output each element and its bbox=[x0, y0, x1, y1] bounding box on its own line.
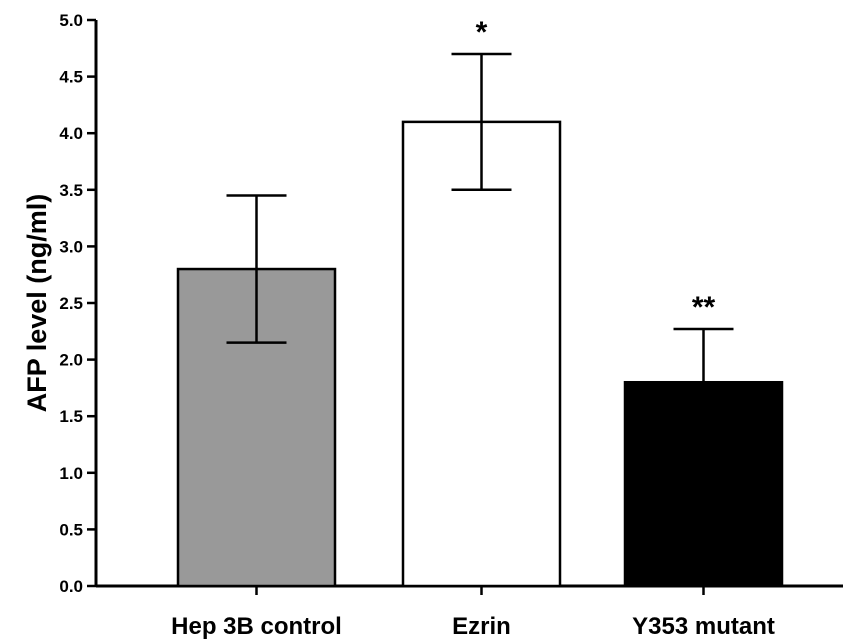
y-tick-label: 0.5 bbox=[59, 520, 83, 539]
significance-marker: ** bbox=[692, 291, 716, 324]
significance-marker: * bbox=[476, 16, 488, 49]
bar bbox=[176, 267, 337, 588]
bar bbox=[623, 380, 784, 588]
bar bbox=[401, 120, 562, 588]
y-tick-label: 3.5 bbox=[59, 181, 83, 200]
y-tick-label: 2.5 bbox=[59, 294, 83, 313]
y-tick-label: 1.5 bbox=[59, 407, 83, 426]
bars bbox=[176, 52, 784, 588]
y-tick-label: 1.0 bbox=[59, 464, 83, 483]
y-tick-label: 3.0 bbox=[59, 237, 83, 256]
y-tick-label: 4.0 bbox=[59, 124, 83, 143]
y-tick-label: 0.0 bbox=[59, 577, 83, 596]
labels: 0.0 0.5 1.0 1.5 2.0 2.5 3.0 3.5 4.0 4.5 5.0 Hep 3B … bbox=[59, 11, 775, 640]
x-category-label: Hep 3B control bbox=[171, 613, 342, 640]
x-category-label: Y353 mutant bbox=[632, 613, 775, 640]
y-axis-title: AFP level (ng/ml) bbox=[22, 194, 52, 413]
x-category-label: Ezrin bbox=[452, 613, 511, 640]
y-tick-label: 4.5 bbox=[59, 68, 83, 87]
y-tick-label: 2.0 bbox=[59, 351, 83, 370]
y-tick-label: 5.0 bbox=[59, 11, 83, 30]
